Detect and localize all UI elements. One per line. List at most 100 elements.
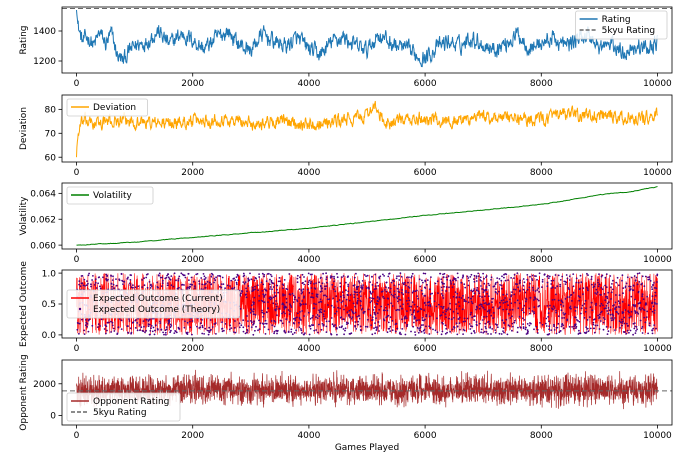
point	[288, 321, 291, 323]
point	[350, 332, 353, 335]
point	[236, 273, 239, 276]
point	[440, 278, 443, 281]
point	[417, 297, 419, 300]
point	[507, 324, 510, 327]
point	[285, 297, 288, 300]
point	[512, 288, 515, 291]
point	[320, 311, 323, 314]
point	[147, 323, 150, 326]
point	[330, 333, 332, 335]
point	[105, 273, 108, 276]
point	[257, 289, 259, 291]
point	[106, 279, 108, 282]
y-tick-label: 0.062	[30, 215, 56, 225]
point	[367, 286, 370, 289]
point	[361, 307, 364, 310]
point	[454, 291, 457, 293]
point	[269, 286, 272, 288]
point	[386, 315, 389, 318]
point	[309, 317, 312, 320]
point	[344, 329, 346, 332]
point	[473, 274, 476, 277]
point	[229, 285, 231, 287]
point	[490, 333, 492, 335]
point	[440, 286, 443, 289]
point	[562, 305, 565, 307]
point	[99, 325, 101, 327]
point	[442, 273, 444, 276]
point	[400, 291, 403, 294]
point	[315, 293, 318, 296]
point	[443, 285, 445, 288]
point	[416, 326, 419, 329]
point	[345, 298, 348, 301]
point	[302, 303, 305, 305]
point	[607, 307, 610, 309]
point	[490, 276, 493, 279]
plot-area	[76, 272, 659, 336]
point	[541, 286, 543, 288]
point	[440, 305, 443, 308]
point	[485, 276, 487, 279]
point	[363, 274, 366, 276]
point	[161, 285, 163, 287]
point	[374, 332, 376, 335]
point	[129, 284, 132, 286]
point	[634, 332, 637, 334]
point	[568, 279, 571, 281]
point	[356, 302, 359, 305]
point	[467, 296, 470, 299]
point	[320, 287, 323, 290]
point	[326, 298, 329, 301]
point	[222, 283, 225, 285]
point	[484, 302, 487, 304]
point	[299, 311, 301, 313]
point	[522, 327, 525, 330]
point	[420, 289, 423, 292]
point	[191, 333, 193, 336]
point	[502, 327, 505, 330]
point	[146, 286, 149, 289]
point	[277, 280, 280, 283]
point	[307, 311, 310, 314]
point	[301, 273, 304, 276]
point	[467, 277, 470, 279]
point	[346, 311, 349, 314]
point	[416, 319, 418, 321]
point	[514, 283, 517, 285]
point	[170, 329, 172, 332]
point	[603, 293, 606, 295]
point	[244, 281, 247, 284]
point	[263, 273, 266, 276]
point	[534, 298, 537, 300]
y-tick-label: 70	[45, 129, 57, 139]
point	[283, 279, 286, 281]
point	[595, 302, 597, 305]
point	[463, 283, 466, 286]
point	[134, 327, 137, 329]
x-tick-label: 10000	[643, 168, 672, 178]
point	[252, 308, 255, 310]
point	[584, 310, 587, 313]
point	[617, 306, 620, 308]
point	[536, 328, 539, 331]
point	[519, 326, 522, 328]
point	[558, 331, 561, 334]
point	[221, 321, 223, 324]
point	[469, 276, 472, 278]
point	[648, 278, 651, 281]
point	[622, 287, 625, 289]
point	[184, 320, 186, 323]
x-tick-label: 10000	[643, 79, 672, 89]
point	[115, 284, 118, 287]
point	[617, 312, 620, 315]
point	[603, 307, 606, 310]
point	[462, 275, 464, 278]
point	[408, 305, 411, 308]
point	[295, 329, 297, 332]
point	[95, 287, 98, 289]
point	[87, 274, 90, 277]
point	[399, 331, 401, 334]
point	[586, 272, 588, 275]
point	[258, 300, 260, 302]
